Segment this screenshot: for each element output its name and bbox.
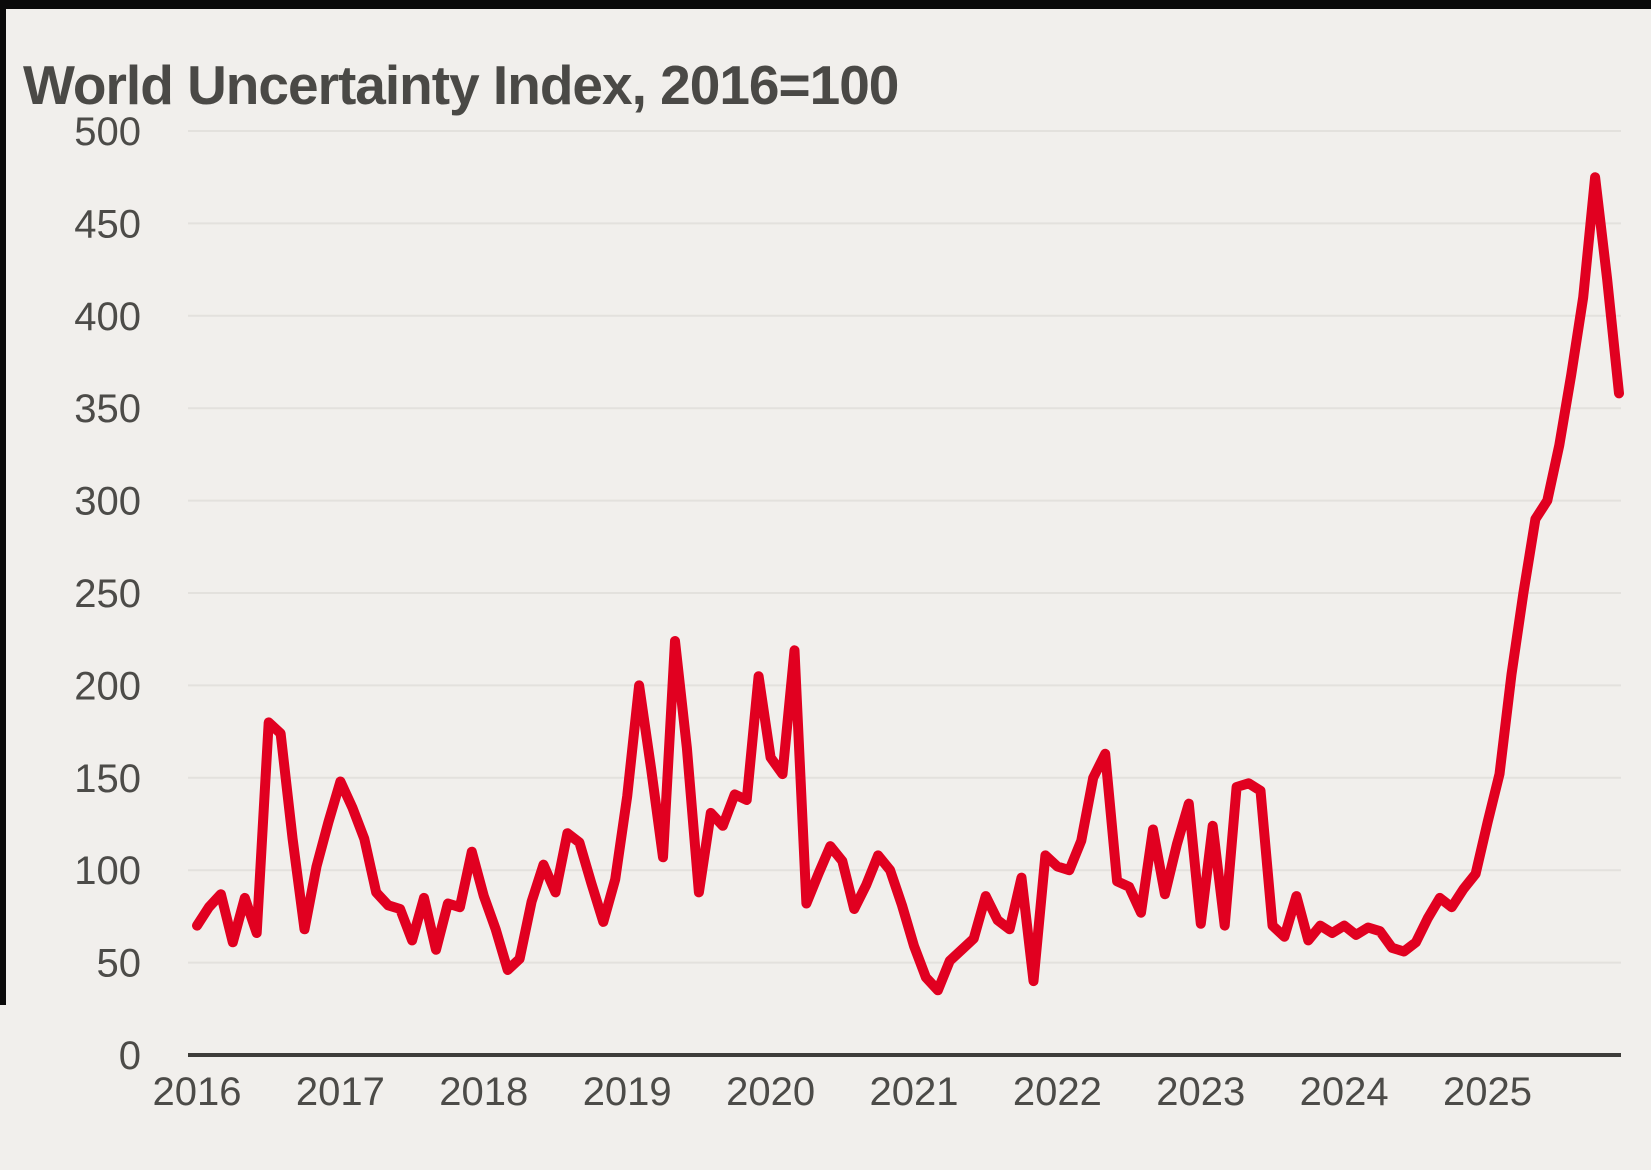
y-tick-label-150: 150 [74,757,141,801]
x-tick-label-2021: 2021 [869,1070,958,1114]
series-line-world-uncertainty-index [192,172,1624,996]
x-tick-label-2018: 2018 [439,1070,528,1114]
x-tick-label-2023: 2023 [1156,1070,1245,1114]
x-tick-label-2024: 2024 [1300,1070,1389,1114]
y-tick-label-350: 350 [74,387,141,431]
x-tick-label-2020: 2020 [726,1070,815,1114]
y-tick-label-400: 400 [74,295,141,339]
y-tick-label-0: 0 [119,1034,141,1078]
x-tick-label-2022: 2022 [1013,1070,1102,1114]
left-border [0,0,6,1005]
y-tick-label-450: 450 [74,202,141,246]
x-tick-label-2016: 2016 [153,1070,242,1114]
chart-title: World Uncertainty Index, 2016=100 [23,53,899,116]
x-tick-label-2025: 2025 [1443,1070,1532,1114]
x-tick-label-2017: 2017 [296,1070,385,1114]
y-tick-label-500: 500 [74,110,141,154]
y-tick-label-200: 200 [74,664,141,708]
y-tick-label-50: 50 [97,942,142,986]
y-tick-label-100: 100 [74,849,141,893]
top-border [0,0,1651,9]
x-tick-label-2019: 2019 [583,1070,672,1114]
y-tick-label-300: 300 [74,480,141,524]
y-tick-label-250: 250 [74,572,141,616]
